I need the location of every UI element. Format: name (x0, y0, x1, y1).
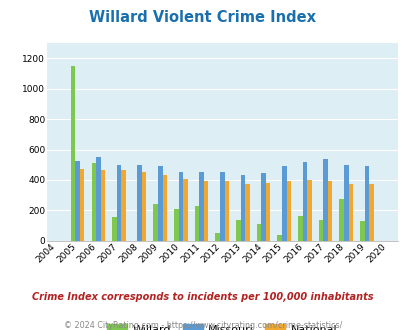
Bar (199, 172, 203, 241)
Bar (142, 172, 146, 241)
Bar (245, 184, 249, 241)
Bar (256, 224, 261, 241)
Bar (359, 221, 364, 241)
Text: © 2024 CityRating.com - https://www.cityrating.com/crime-statistics/: © 2024 CityRating.com - https://www.city… (64, 321, 341, 330)
Bar (261, 173, 265, 241)
Bar (194, 206, 199, 241)
Bar (91, 163, 96, 241)
Text: Willard Violent Crime Index: Willard Violent Crime Index (89, 10, 316, 25)
Bar (100, 170, 105, 241)
Legend: Willard, Missouri, National: Willard, Missouri, National (102, 320, 341, 330)
Bar (307, 180, 311, 241)
Bar (318, 220, 322, 241)
Bar (236, 220, 240, 241)
Bar (302, 162, 307, 241)
Bar (265, 183, 270, 241)
Bar (220, 172, 224, 241)
Bar (96, 157, 100, 241)
Bar (174, 209, 178, 241)
Bar (75, 161, 80, 241)
Bar (240, 176, 245, 241)
Bar (121, 170, 126, 241)
Bar (80, 169, 84, 241)
Bar (162, 175, 167, 241)
Bar (203, 181, 208, 241)
Bar (183, 179, 188, 241)
Bar (343, 165, 347, 241)
Bar (112, 217, 116, 241)
Bar (224, 182, 228, 241)
Bar (71, 66, 75, 241)
Bar (339, 199, 343, 241)
Bar (153, 204, 158, 241)
Bar (277, 235, 281, 241)
Bar (322, 159, 327, 241)
Bar (215, 233, 220, 241)
Bar (327, 181, 332, 241)
Bar (297, 216, 302, 241)
Bar (368, 184, 373, 241)
Text: Crime Index corresponds to incidents per 100,000 inhabitants: Crime Index corresponds to incidents per… (32, 292, 373, 302)
Bar (281, 166, 286, 241)
Bar (178, 172, 183, 241)
Bar (137, 165, 142, 241)
Bar (347, 184, 352, 241)
Bar (158, 166, 162, 241)
Bar (286, 182, 290, 241)
Bar (116, 165, 121, 241)
Bar (364, 166, 368, 241)
